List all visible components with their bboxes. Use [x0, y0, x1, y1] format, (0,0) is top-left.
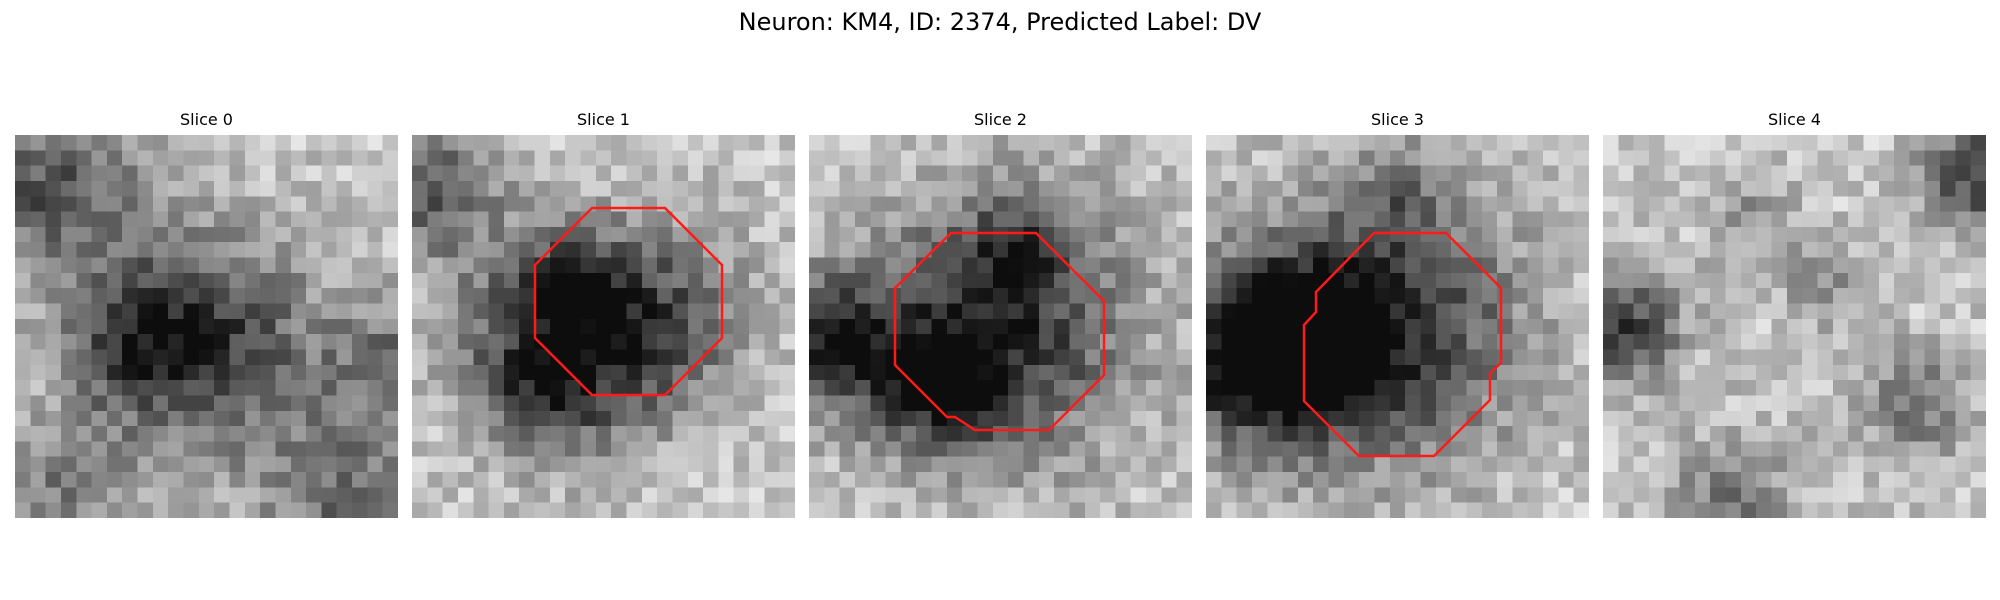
slice-canvas-1 [412, 135, 795, 518]
slice-image-1 [412, 135, 795, 518]
slice-title-1: Slice 1 [577, 110, 630, 129]
slice-canvas-2 [809, 135, 1192, 518]
slice-image-3 [1206, 135, 1589, 518]
slice-title-3: Slice 3 [1371, 110, 1424, 129]
slice-panel-4: Slice 4 [1603, 108, 1986, 518]
slice-canvas-4 [1603, 135, 1986, 518]
slice-title-2: Slice 2 [974, 110, 1027, 129]
slice-title-4: Slice 4 [1768, 110, 1821, 129]
figure-title: Neuron: KM4, ID: 2374, Predicted Label: … [738, 8, 1262, 36]
slice-canvas-3 [1206, 135, 1589, 518]
roi-contour-2 [893, 231, 1106, 432]
slice-canvas-0 [15, 135, 398, 518]
slice-panel-3: Slice 3 [1206, 108, 1589, 518]
roi-contour-1 [533, 206, 724, 397]
slice-image-2 [809, 135, 1192, 518]
slice-panel-1: Slice 1 [412, 108, 795, 518]
roi-contour-3 [1302, 231, 1503, 458]
slice-panel-2: Slice 2 [809, 108, 1192, 518]
slice-title-0: Slice 0 [180, 110, 233, 129]
slice-image-4 [1603, 135, 1986, 518]
slice-image-0 [15, 135, 398, 518]
slice-panel-0: Slice 0 [15, 108, 398, 518]
